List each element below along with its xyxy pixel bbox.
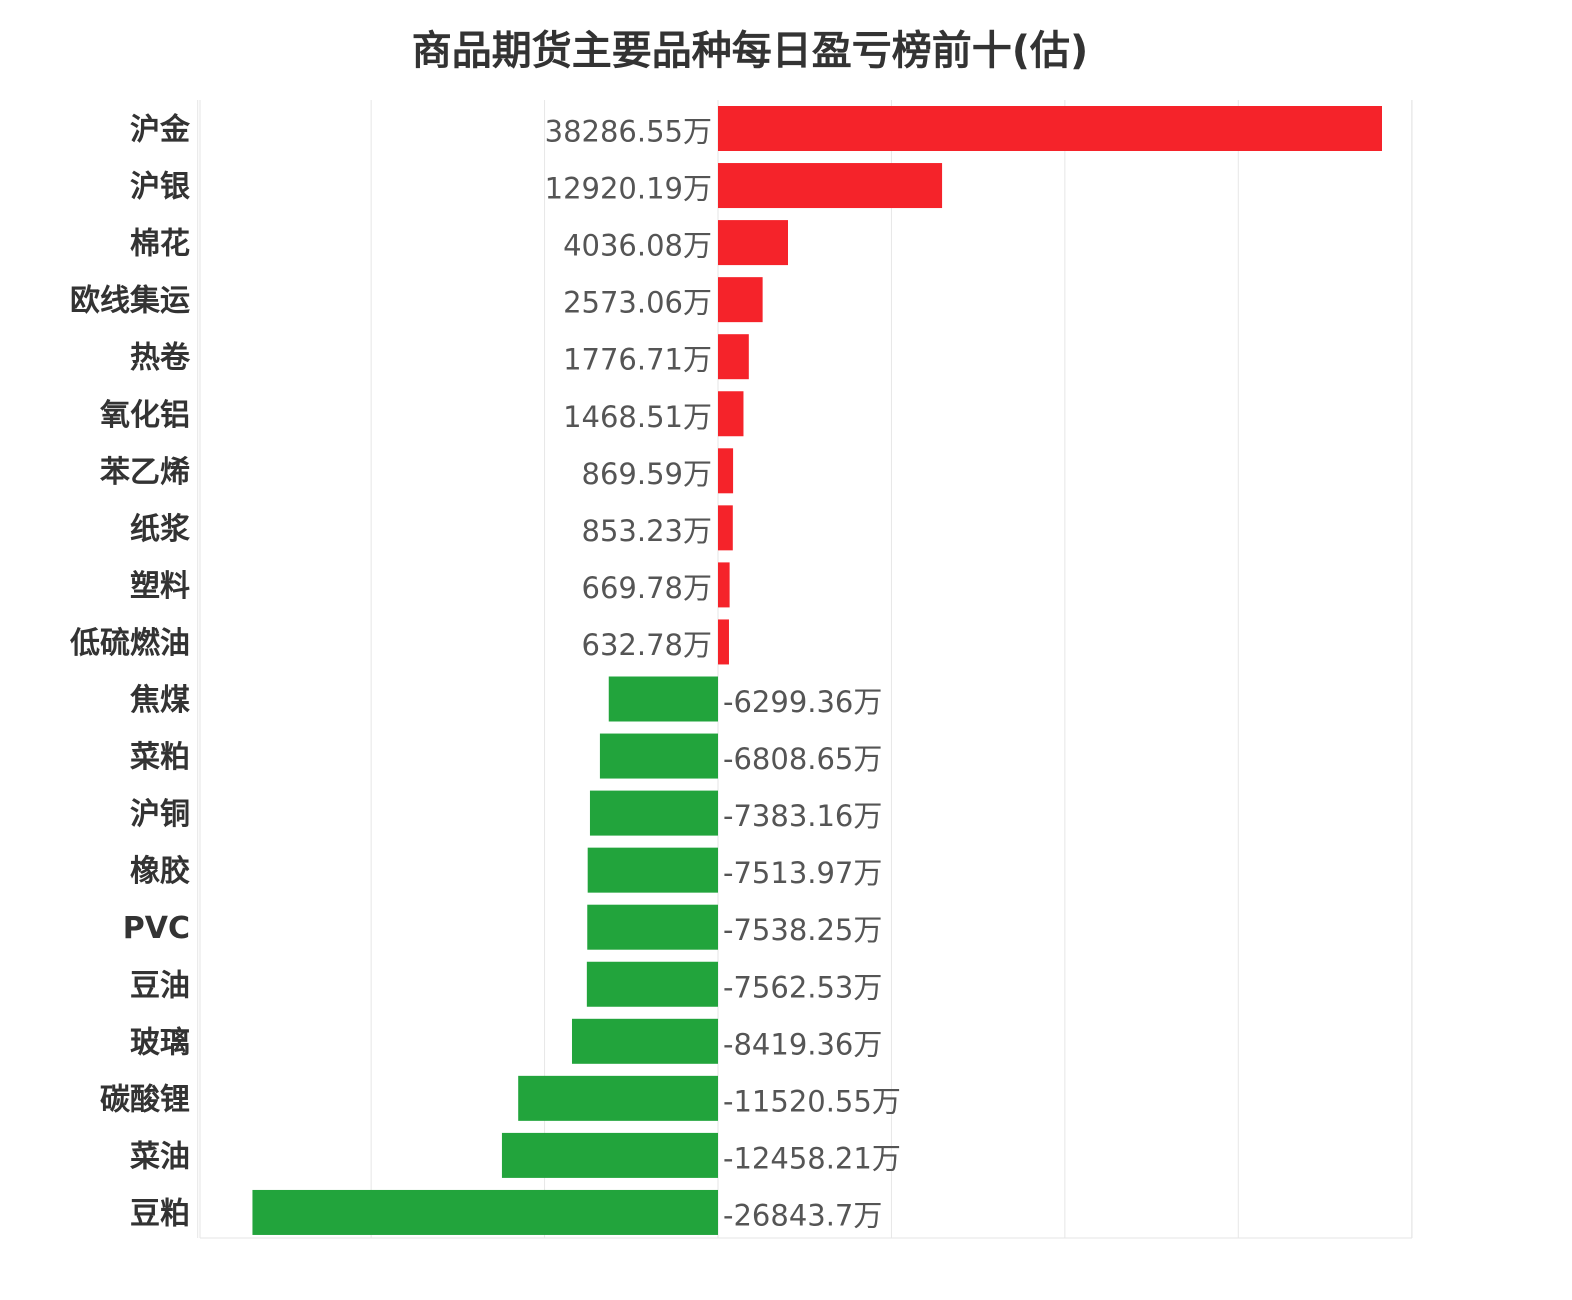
value-label-8: 669.78万 <box>582 571 712 605</box>
value-label-3: 2573.06万 <box>563 286 712 320</box>
bar-2 <box>718 220 788 266</box>
bar-1 <box>718 163 943 209</box>
value-labels: 38286.55万 12920.19万 4036.08万 2573.06万 1776.7… <box>545 115 901 1233</box>
category-label-15: 豆油 <box>130 968 190 1003</box>
bar-16 <box>571 1018 718 1064</box>
value-label-6: 869.59万 <box>582 457 712 491</box>
value-label-18: -12458.21万 <box>723 1141 901 1175</box>
bar-8 <box>718 562 730 608</box>
category-label-13: 橡胶 <box>130 854 190 889</box>
category-label-5: 氧化铝 <box>100 398 190 433</box>
category-label-18: 菜油 <box>130 1139 190 1174</box>
chart-title: 商品期货主要品种每日盈亏榜前十(估) <box>411 28 1089 74</box>
value-label-15: -7562.53万 <box>723 970 882 1004</box>
value-label-19: -26843.7万 <box>723 1198 882 1232</box>
bar-0 <box>718 106 1382 151</box>
value-label-2: 4036.08万 <box>563 229 712 263</box>
category-label-6: 苯乙烯 <box>100 455 190 490</box>
category-label-4: 热卷 <box>130 341 191 376</box>
value-label-1: 12920.19万 <box>545 172 712 206</box>
value-label-14: -7538.25万 <box>723 913 882 947</box>
category-label-1: 沪银 <box>130 170 190 205</box>
bars <box>252 106 1382 1235</box>
grid-lines <box>197 100 1413 1239</box>
bar-11 <box>599 733 718 779</box>
category-label-7: 纸浆 <box>130 512 190 547</box>
category-label-11: 菜粕 <box>130 740 190 775</box>
bar-5 <box>718 391 744 437</box>
bar-6 <box>718 448 734 494</box>
category-label-14: PVC <box>123 911 190 946</box>
category-label-3: 欧线集运 <box>70 284 190 319</box>
bar-3 <box>718 277 763 323</box>
value-label-4: 1776.71万 <box>563 343 712 377</box>
bar-18 <box>501 1132 718 1178</box>
category-label-2: 棉花 <box>130 227 190 262</box>
category-label-10: 焦煤 <box>130 683 190 718</box>
value-label-13: -7513.97万 <box>723 856 882 890</box>
category-label-8: 塑料 <box>130 569 190 604</box>
bar-17 <box>518 1075 718 1121</box>
bar-13 <box>587 847 718 893</box>
bar-4 <box>718 334 749 380</box>
value-label-16: -8419.36万 <box>723 1027 882 1061</box>
category-label-12: 沪铜 <box>130 797 190 832</box>
bar-15 <box>586 961 718 1007</box>
value-label-9: 632.78万 <box>582 628 712 662</box>
value-label-7: 853.23万 <box>582 514 712 548</box>
category-label-17: 碳酸锂 <box>100 1082 190 1117</box>
bar-12 <box>589 790 718 836</box>
value-label-12: -7383.16万 <box>723 799 882 833</box>
bar-10 <box>608 676 718 722</box>
category-label-19: 豆粕 <box>130 1196 190 1231</box>
value-label-5: 1468.51万 <box>563 400 712 434</box>
bar-9 <box>718 619 729 665</box>
category-label-0: 沪金 <box>130 113 191 148</box>
value-label-17: -11520.55万 <box>723 1084 901 1118</box>
value-label-10: -6299.36万 <box>723 685 882 719</box>
value-label-11: -6808.65万 <box>723 742 882 776</box>
value-label-0: 38286.55万 <box>545 115 712 149</box>
bar-7 <box>718 505 733 551</box>
category-label-9: 低硫燃油 <box>69 626 190 661</box>
category-label-16: 玻璃 <box>130 1025 190 1060</box>
bar-19 <box>252 1189 718 1235</box>
bar-14 <box>587 904 718 950</box>
